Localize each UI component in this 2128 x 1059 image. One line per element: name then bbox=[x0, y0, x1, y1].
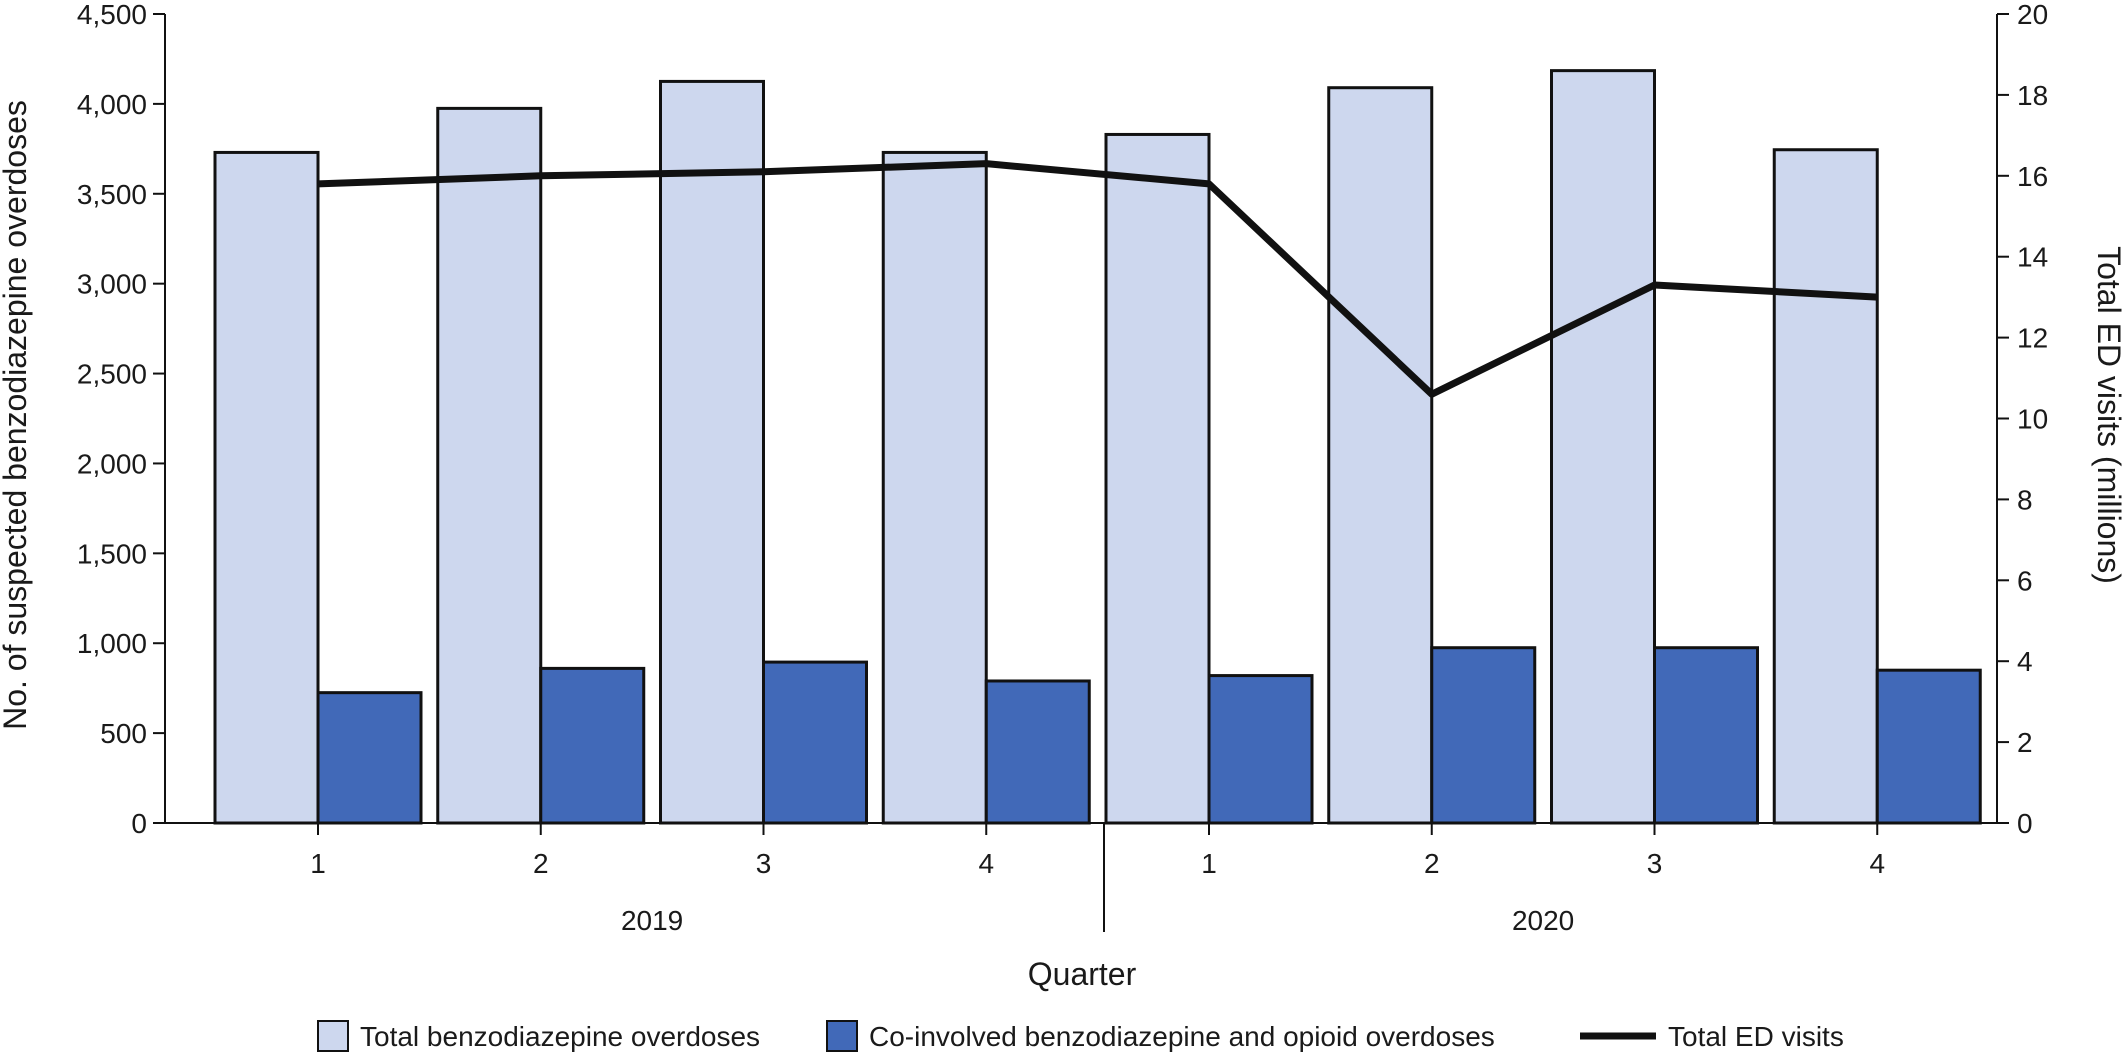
right-tick-label: 20 bbox=[2017, 0, 2048, 30]
legend-label-total: Total benzodiazepine overdoses bbox=[360, 1021, 760, 1052]
x-tick-label: 1 bbox=[310, 848, 326, 879]
left-tick-label: 4,500 bbox=[77, 0, 147, 30]
legend-item-ed-visits: Total ED visits bbox=[1580, 1021, 1844, 1052]
left-tick-label: 0 bbox=[131, 808, 147, 839]
right-tick-label: 16 bbox=[2017, 161, 2048, 192]
bar-coinvolved bbox=[1207, 674, 1314, 825]
x-tick-label: 1 bbox=[1201, 848, 1217, 879]
left-tick-label: 2,500 bbox=[77, 359, 147, 390]
right-tick-label: 10 bbox=[2017, 404, 2048, 435]
left-tick-label: 1,000 bbox=[77, 628, 147, 659]
bar-total bbox=[1104, 132, 1211, 825]
left-axis: 0 500 1,000 1,500 2,000 2,500 3,000 3,500 4,000 4… bbox=[77, 0, 165, 839]
bar-total bbox=[1772, 148, 1879, 825]
left-tick-label: 4,000 bbox=[77, 89, 147, 120]
bar-total bbox=[213, 150, 320, 825]
y-axis-right-title: Total ED visits (millions) bbox=[2091, 246, 2127, 584]
legend-item-total: Total benzodiazepine overdoses bbox=[317, 1020, 760, 1052]
right-tick-label: 2 bbox=[2017, 727, 2033, 758]
left-tick-label: 500 bbox=[100, 718, 147, 749]
right-tick-label: 18 bbox=[2017, 80, 2048, 111]
x-tick-label: 2 bbox=[533, 848, 549, 879]
left-tick-label: 3,000 bbox=[77, 269, 147, 300]
right-axis: 0 2 4 6 8 10 12 14 16 18 20 bbox=[1997, 0, 2048, 839]
right-tick-label: 8 bbox=[2017, 484, 2033, 515]
legend-swatch-coinvolved bbox=[826, 1020, 858, 1052]
x-tick-label: 4 bbox=[1869, 848, 1885, 879]
legend-label-coinvolved: Co-involved benzodiazepine and opioid ov… bbox=[869, 1021, 1495, 1052]
x-axis: 1 2 3 4 1 2 3 4 2019 2020 bbox=[310, 823, 1885, 936]
legend-swatch-total bbox=[317, 1020, 349, 1052]
bars-layer bbox=[213, 69, 1982, 825]
bar-coinvolved bbox=[984, 679, 1091, 825]
left-tick-label: 1,500 bbox=[77, 538, 147, 569]
bar-total bbox=[1550, 69, 1656, 825]
bar-coinvolved bbox=[1430, 646, 1537, 825]
line-ed-visits bbox=[317, 160, 1878, 398]
x-tick-label: 3 bbox=[1647, 848, 1663, 879]
left-tick-label: 3,500 bbox=[77, 179, 147, 210]
line-layer bbox=[317, 160, 1878, 398]
x-tick-label: 4 bbox=[978, 848, 994, 879]
bar-total bbox=[881, 150, 988, 825]
y-axis-title: No. of suspected benzodiazepine overdose… bbox=[0, 100, 33, 730]
right-tick-label: 6 bbox=[2017, 565, 2033, 596]
group-label: 2020 bbox=[1512, 905, 1574, 936]
legend: Total benzodiazepine overdoses Co-involv… bbox=[317, 1020, 1844, 1052]
x-axis-title: Quarter bbox=[1028, 956, 1137, 992]
legend-item-coinvolved: Co-involved benzodiazepine and opioid ov… bbox=[826, 1020, 1495, 1052]
bar-coinvolved bbox=[762, 660, 868, 825]
x-tick-label: 3 bbox=[756, 848, 772, 879]
right-tick-label: 12 bbox=[2017, 323, 2048, 354]
bar-total bbox=[659, 79, 765, 825]
bar-coinvolved bbox=[1653, 646, 1759, 825]
x-tick-label: 2 bbox=[1424, 848, 1440, 879]
right-tick-label: 14 bbox=[2017, 242, 2048, 273]
bar-coinvolved bbox=[539, 666, 646, 825]
group-label: 2019 bbox=[621, 905, 683, 936]
bar-coinvolved bbox=[1875, 668, 1982, 825]
legend-label-ed-visits: Total ED visits bbox=[1668, 1021, 1844, 1052]
bar-total bbox=[436, 106, 543, 825]
right-tick-label: 4 bbox=[2017, 646, 2033, 677]
right-tick-label: 0 bbox=[2017, 808, 2033, 839]
bar-coinvolved bbox=[316, 691, 423, 825]
bar-total bbox=[1327, 86, 1434, 825]
left-tick-label: 2,000 bbox=[77, 448, 147, 479]
